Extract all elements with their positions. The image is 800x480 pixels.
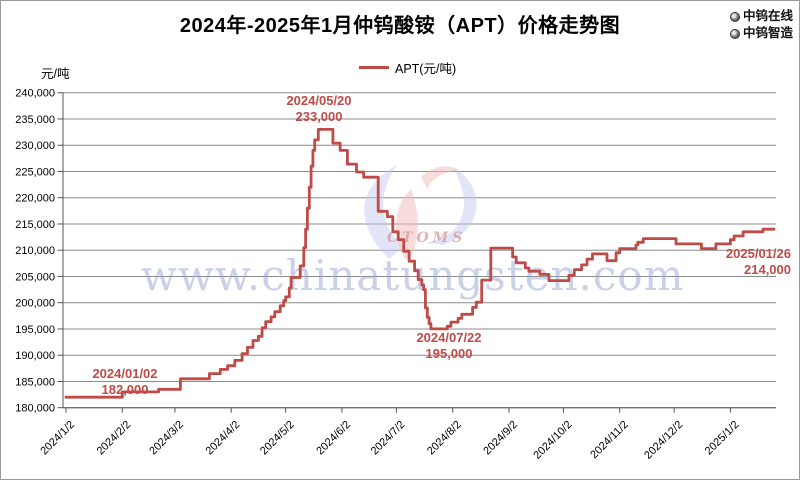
x-tick-label: 2024/7/2 xyxy=(369,419,408,458)
badge-label: 中钨智造 xyxy=(742,26,793,40)
legend-line-swatch xyxy=(359,66,389,69)
y-tick-label: 210,000 xyxy=(15,245,55,257)
x-tick-label: 2024/8/2 xyxy=(425,419,464,458)
y-tick-label: 190,000 xyxy=(15,350,55,362)
y-tick-label: 240,000 xyxy=(15,88,55,100)
annotation-start: 2024/01/02 182,000 xyxy=(65,366,185,398)
x-tick-label: 2024/3/2 xyxy=(147,419,186,458)
watermark-logo-swoosh-right xyxy=(425,167,477,245)
chinatungsten-logo-icon xyxy=(729,28,740,39)
annotation-value: 214,000 xyxy=(744,262,791,277)
badge-chinatungsten-smart: 中钨智造 xyxy=(729,25,793,42)
watermark-url-text: www.chinatungsten.com xyxy=(141,251,685,300)
annotation-date: 2024/01/02 xyxy=(92,366,158,381)
annotation-end: 2025/01/26 214,000 xyxy=(673,246,791,278)
annotation-value: 233,000 xyxy=(295,109,343,124)
y-tick-label: 195,000 xyxy=(15,324,55,336)
y-tick-label: 200,000 xyxy=(15,298,55,310)
badge-label: 中钨在线 xyxy=(742,9,793,23)
x-tick-label: 2024/1/2 xyxy=(38,419,77,458)
chart-legend: APT(元/吨) xyxy=(359,58,456,77)
x-tick-label: 2024/6/2 xyxy=(314,419,353,458)
x-tick-label: 2024/10/2 xyxy=(531,419,574,462)
annotation-date: 2025/01/26 xyxy=(725,246,791,261)
x-tick-label: 2025/1/2 xyxy=(703,419,742,458)
annotation-date: 2024/05/20 xyxy=(286,93,352,108)
apt-price-path xyxy=(64,128,776,399)
annotation-date: 2024/07/22 xyxy=(416,330,482,345)
chinatungsten-logo-icon xyxy=(729,11,740,22)
watermark-logo-text: CTOMS xyxy=(387,230,466,246)
legend-label: APT(元/吨) xyxy=(395,62,457,76)
annotation-value: 182,000 xyxy=(101,382,149,397)
y-tick-label: 235,000 xyxy=(15,114,55,126)
y-tick-label: 225,000 xyxy=(15,166,55,178)
y-tick-label: 205,000 xyxy=(15,271,55,283)
watermark-logo-flame xyxy=(396,189,418,259)
watermark-group: CTOMS www.chinatungsten.com xyxy=(141,165,685,300)
y-tick-label: 185,000 xyxy=(15,376,55,388)
badge-chinatungsten-online: 中钨在线 xyxy=(729,8,793,25)
x-tick-label: 2024/4/2 xyxy=(204,419,243,458)
page-title: 2024年-2025年1月仲钨酸铵（APT）价格走势图 xyxy=(179,15,621,37)
annotation-peak: 2024/05/20 233,000 xyxy=(257,93,381,125)
watermark-logo-crescent xyxy=(421,166,459,189)
y-tick-label: 180,000 xyxy=(15,403,55,415)
apt-price-series-line xyxy=(64,128,776,399)
y-tick-label: 220,000 xyxy=(15,193,55,205)
y-axis-unit-label: 元/吨 xyxy=(41,67,70,81)
x-tick-label: 2024/11/2 xyxy=(588,419,631,462)
x-tick-label: 2024/5/2 xyxy=(258,419,297,458)
annotation-value: 195,000 xyxy=(425,346,473,361)
x-tick-label: 2024/12/2 xyxy=(642,419,685,462)
y-tick-label: 230,000 xyxy=(15,140,55,152)
x-tick-label: 2024/9/2 xyxy=(481,419,520,458)
header-badges: 中钨在线 中钨智造 xyxy=(729,8,793,42)
x-tick-label: 2024/2/2 xyxy=(95,419,134,458)
annotation-trough: 2024/07/22 195,000 xyxy=(387,330,511,362)
y-tick-label: 215,000 xyxy=(15,219,55,231)
